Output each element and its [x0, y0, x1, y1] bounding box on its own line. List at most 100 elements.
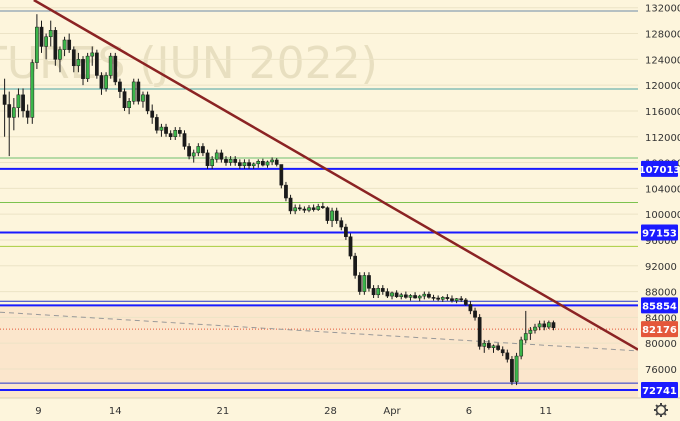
candle: [417, 295, 422, 299]
candle: [122, 91, 127, 108]
candle: [367, 275, 371, 289]
candle: [136, 81, 141, 102]
candle: [11, 107, 16, 118]
candle: [297, 207, 302, 210]
candle: [403, 294, 408, 298]
candle: [25, 110, 30, 118]
y-tick-label: 128000: [645, 30, 680, 41]
candle: [173, 130, 178, 138]
candle: [514, 355, 519, 383]
last-price-badge-label: 82176: [642, 325, 677, 336]
candle: [394, 292, 399, 297]
candle: [473, 310, 477, 318]
candle: [348, 236, 353, 257]
candle: [293, 207, 298, 212]
y-tick-label: 96000: [645, 236, 677, 247]
candle: [99, 75, 104, 89]
trendline: [33, 0, 639, 351]
level-badge-label: 107013: [639, 165, 680, 176]
candle: [307, 207, 311, 211]
candle: [427, 293, 431, 298]
candle: [408, 295, 413, 298]
x-tick-label: 9: [35, 406, 41, 417]
candle: [191, 152, 196, 157]
candle: [2, 94, 7, 105]
candle: [436, 297, 441, 300]
candle: [454, 298, 459, 301]
candle: [256, 161, 261, 165]
candle: [196, 146, 201, 154]
candle: [67, 39, 72, 50]
candle: [334, 210, 339, 221]
y-tick-label: 116000: [645, 107, 680, 118]
candle: [325, 207, 330, 221]
candle: [228, 159, 233, 163]
candle: [35, 26, 39, 63]
candle: [482, 342, 487, 347]
candle: [440, 297, 445, 300]
y-tick-label: 92000: [645, 262, 677, 273]
candle: [320, 206, 325, 208]
candle: [330, 210, 334, 221]
candle: [108, 55, 113, 76]
candle: [164, 126, 168, 134]
candle: [477, 317, 482, 347]
candle: [500, 349, 505, 354]
x-tick-label: Apr: [383, 406, 401, 417]
candle: [546, 322, 551, 328]
candle: [316, 206, 321, 210]
gear-ring: [655, 404, 667, 416]
candle: [94, 52, 99, 76]
candle: [380, 288, 385, 292]
price-axis-background: [638, 0, 680, 421]
candle: [247, 162, 251, 167]
candle: [371, 288, 376, 296]
candle: [450, 298, 454, 301]
candle: [251, 163, 256, 167]
level-badge: [641, 381, 678, 398]
candle: [542, 323, 547, 328]
level-badge: [641, 160, 678, 177]
candle: [53, 30, 58, 60]
candle: [182, 133, 187, 147]
candle: [510, 359, 514, 383]
candle: [459, 298, 464, 301]
candle: [496, 345, 500, 350]
candle: [422, 293, 427, 297]
candle: [150, 110, 155, 118]
y-tick-label: 100000: [645, 210, 680, 221]
candle: [159, 126, 164, 131]
candle: [537, 323, 542, 328]
candle: [141, 94, 145, 102]
candle: [154, 117, 159, 131]
candle: [16, 94, 21, 108]
candle: [399, 294, 404, 297]
candle: [523, 333, 528, 341]
candle: [81, 59, 85, 79]
candle: [279, 164, 284, 186]
dashed-trend-line: [0, 311, 639, 352]
candle: [487, 342, 491, 348]
x-tick-label: 14: [109, 406, 122, 417]
candle: [274, 159, 279, 165]
gear-icon[interactable]: [654, 403, 668, 417]
candle: [62, 39, 67, 50]
candle: [353, 255, 357, 276]
candle: [339, 220, 344, 228]
candle: [533, 326, 537, 331]
candle: [357, 275, 362, 292]
candle: [233, 159, 238, 163]
candle: [58, 49, 62, 60]
x-tick-label: 28: [324, 406, 337, 417]
candle: [491, 345, 496, 348]
y-tick-label: 80000: [645, 339, 677, 350]
candle: [468, 304, 473, 312]
candle: [85, 55, 90, 79]
candle: [104, 75, 108, 89]
candle: [385, 291, 390, 297]
candle: [311, 207, 316, 210]
level-badge-label: 85854: [642, 301, 677, 312]
candle: [71, 49, 76, 67]
